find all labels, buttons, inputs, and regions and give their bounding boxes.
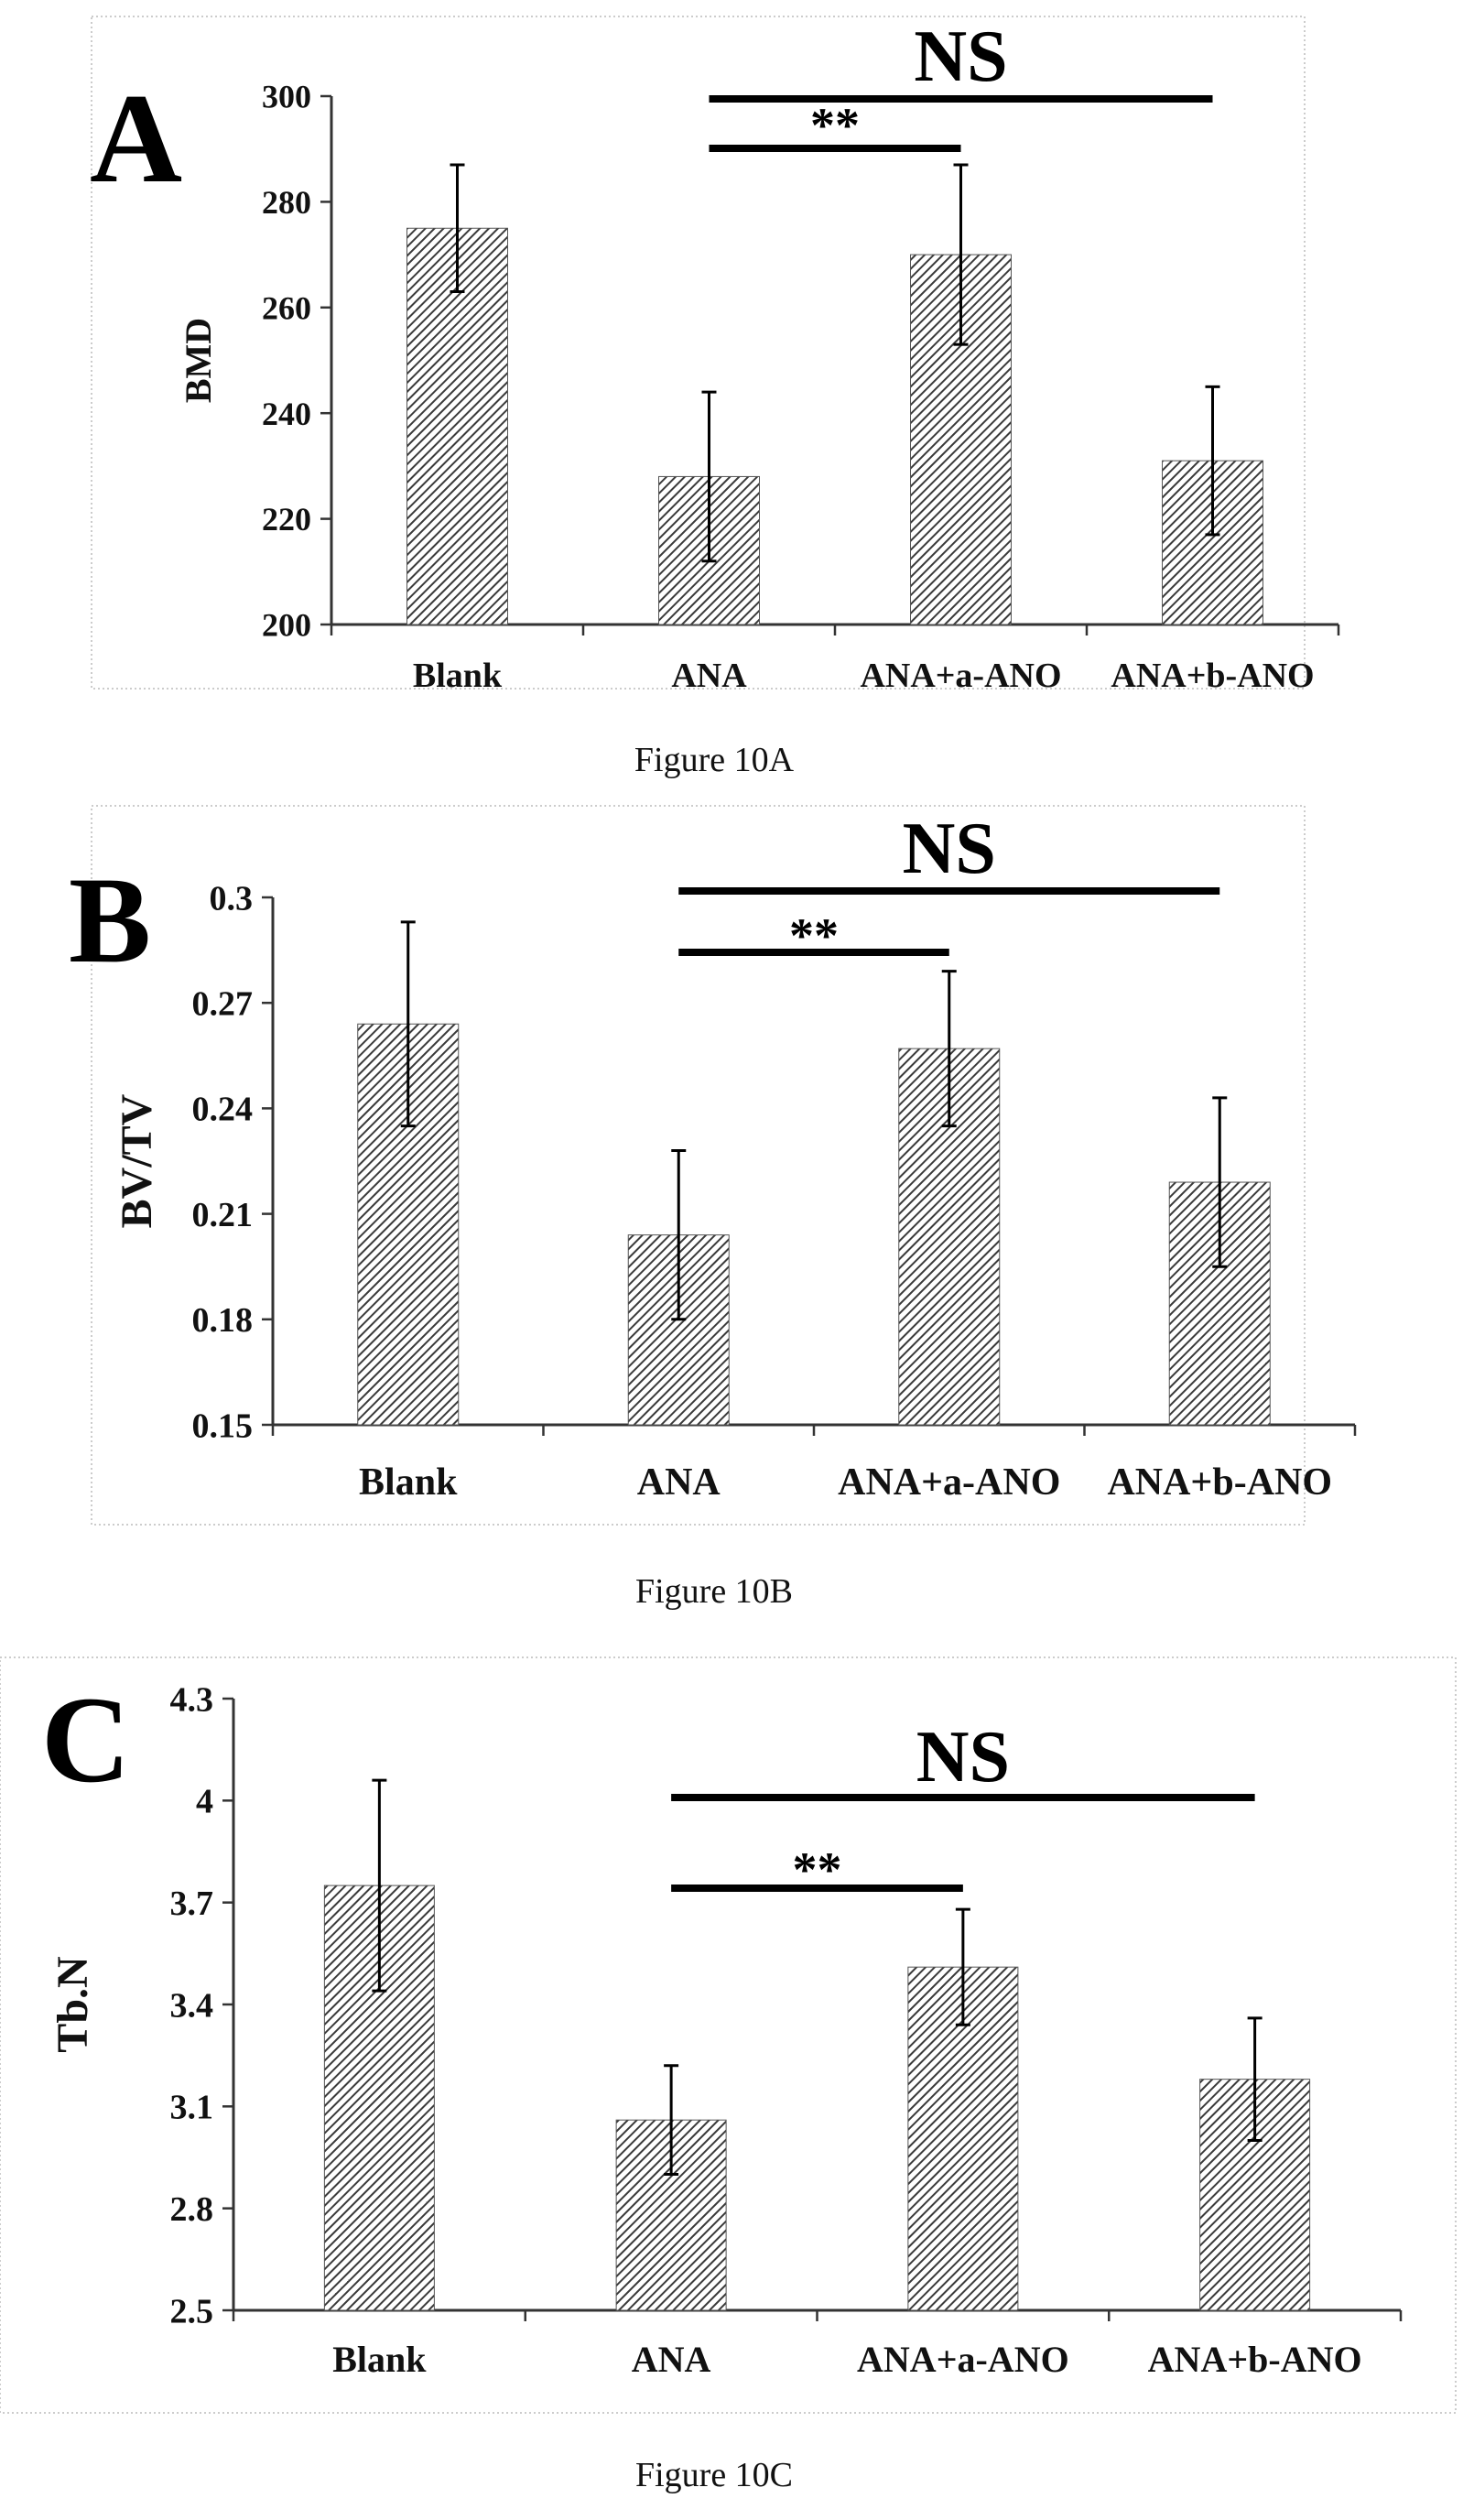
y-tick-label: 240 xyxy=(262,396,311,432)
y-tick-label: 0.21 xyxy=(192,1196,254,1234)
chart-panel-c: 2.5 2.8 3.1 3.4 3.7 4 4.3 Blank ANA ANA+a-ANO ANA+… xyxy=(0,1656,1457,2494)
y-tick-label: 220 xyxy=(262,501,311,538)
significance-label: ** xyxy=(789,908,839,963)
category-label: ANA xyxy=(671,657,747,695)
figure-caption: Figure 10A xyxy=(634,741,795,779)
y-tick-label: 260 xyxy=(262,289,311,326)
figure-caption: Figure 10C xyxy=(635,2456,793,2494)
error-bar xyxy=(955,1907,970,2026)
category-label: ANA+b-ANO xyxy=(1107,1461,1332,1504)
panel-letter: C xyxy=(41,1672,131,1809)
y-tick-label: 200 xyxy=(262,607,311,644)
category-label: ANA+a-ANO xyxy=(838,1461,1060,1504)
category-label: ANA xyxy=(632,2339,711,2380)
bar-blank xyxy=(406,227,508,625)
significance-label: NS xyxy=(916,1717,1010,1798)
category-label: Blank xyxy=(359,1461,458,1504)
y-tick-label: 300 xyxy=(262,79,311,115)
significance-label: ** xyxy=(793,1842,842,1897)
error-bar xyxy=(701,390,717,563)
y-axis-label: BMD xyxy=(178,318,219,403)
chart-frame xyxy=(91,16,1306,690)
error-bar xyxy=(450,163,465,293)
category-label: Blank xyxy=(332,2339,427,2380)
y-tick-label: 4 xyxy=(196,1783,213,1821)
error-bar xyxy=(671,1148,687,1321)
category-label: ANA+b-ANO xyxy=(1148,2339,1362,2380)
chart-frame xyxy=(0,1656,1457,2414)
y-tick-label: 0.3 xyxy=(210,879,254,918)
y-tick-label: 0.15 xyxy=(192,1407,254,1445)
y-tick-label: 280 xyxy=(262,184,311,221)
significance-label: ** xyxy=(810,98,860,153)
chart-panel-b: 0.15 0.18 0.21 0.24 0.27 0.3 Blank ANA ANA+a-ANO… xyxy=(69,805,1357,1611)
error-bar xyxy=(941,970,957,1128)
y-tick-label: 3.4 xyxy=(170,1986,214,2025)
y-tick-label: 0.18 xyxy=(192,1301,254,1340)
error-bar xyxy=(1205,385,1220,537)
y-tick-label: 3.1 xyxy=(170,2089,214,2127)
category-label: ANA+b-ANO xyxy=(1111,657,1314,695)
y-axis-label: BV/TV xyxy=(113,1093,161,1228)
error-bar xyxy=(1212,1096,1228,1268)
y-tick-label: 0.27 xyxy=(192,985,254,1024)
y-tick-label: 3.7 xyxy=(170,1885,214,1923)
chart-panel-a: 200 220 240 260 280 300 Blank ANA ANA+a-ANO ANA+b… xyxy=(90,16,1340,779)
y-tick-label: 0.24 xyxy=(192,1091,254,1129)
figure-caption: Figure 10B xyxy=(635,1572,793,1611)
error-bar xyxy=(372,1778,387,1993)
error-bar xyxy=(664,2064,679,2177)
error-bar xyxy=(953,163,969,346)
y-tick-label: 2.5 xyxy=(170,2292,214,2330)
category-label: ANA+a-ANO xyxy=(860,657,1061,695)
y-tick-label: 4.3 xyxy=(170,1680,214,1719)
y-tick-label: 2.8 xyxy=(170,2190,214,2229)
error-bar xyxy=(1247,2016,1263,2142)
category-label: ANA+a-ANO xyxy=(857,2339,1069,2380)
category-label: Blank xyxy=(413,657,503,695)
error-bar xyxy=(400,920,416,1128)
significance-label: NS xyxy=(903,809,996,889)
significance-label: NS xyxy=(914,16,1007,97)
y-axis-label: Tb.N xyxy=(49,1956,97,2053)
panel-letter: B xyxy=(69,853,151,989)
panel-letter: A xyxy=(90,68,182,210)
category-label: ANA xyxy=(637,1461,721,1504)
